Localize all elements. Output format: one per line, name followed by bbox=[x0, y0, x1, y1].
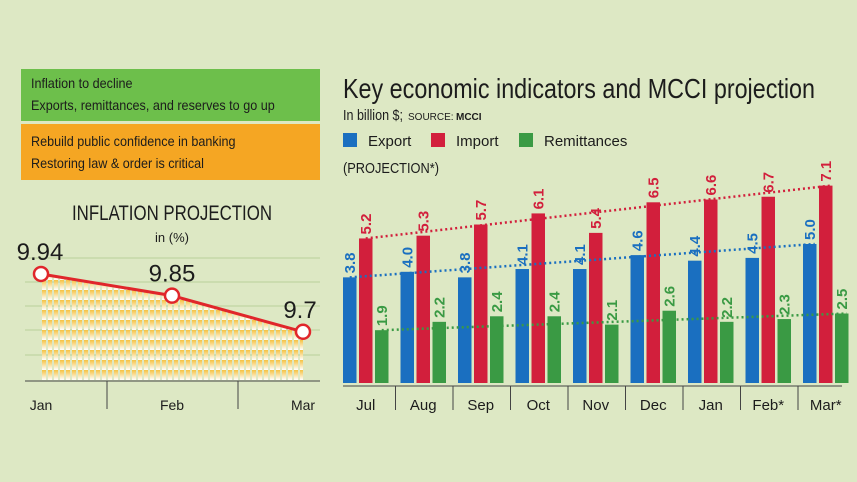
inflation-x-label: Mar bbox=[291, 397, 315, 413]
inflation-value-label: 9.7 bbox=[283, 297, 316, 324]
x-label: Sep bbox=[467, 397, 494, 414]
x-label: Feb* bbox=[752, 397, 784, 414]
inflation-x-label: Jan bbox=[30, 397, 53, 413]
legend-swatch bbox=[519, 133, 533, 147]
projection-note: (PROJECTION*) bbox=[343, 160, 439, 177]
bar-value-label: 4.5 bbox=[744, 233, 761, 254]
bar-value-label: 5.7 bbox=[473, 200, 490, 221]
inflation-point bbox=[32, 265, 50, 283]
bar-value-label: 4.1 bbox=[514, 244, 531, 265]
bar-value-label: 5.3 bbox=[415, 211, 432, 232]
inflation-value-label: 9.85 bbox=[149, 261, 196, 288]
bar-value-label: 2.5 bbox=[834, 289, 851, 310]
legend-label: Import bbox=[456, 133, 499, 150]
inflation-area bbox=[41, 273, 303, 380]
legend-label: Export bbox=[368, 133, 412, 150]
inflation-point bbox=[163, 287, 181, 304]
source-value: MCCI bbox=[456, 112, 482, 123]
x-label: Nov bbox=[582, 397, 609, 414]
legend-swatch bbox=[343, 133, 357, 147]
bar-import bbox=[646, 202, 660, 383]
bar-export bbox=[803, 244, 817, 383]
bar-import bbox=[589, 232, 603, 383]
x-label: Aug bbox=[410, 397, 437, 414]
bar-value-label: 2.4 bbox=[546, 291, 563, 313]
inflation-point bbox=[294, 323, 312, 341]
bar-value-label: 6.7 bbox=[760, 172, 777, 193]
bar-export bbox=[400, 271, 414, 383]
bar-value-label: 2.2 bbox=[719, 297, 736, 318]
bar-value-label: 7.1 bbox=[818, 161, 835, 182]
bar-remittances bbox=[547, 316, 561, 383]
x-label: Dec bbox=[640, 397, 667, 414]
inflation-x-label: Feb bbox=[160, 397, 184, 413]
bar-value-label: 1.9 bbox=[374, 305, 391, 326]
info-line: Restoring law & order is critical bbox=[31, 155, 204, 171]
bar-export bbox=[343, 277, 357, 383]
x-label: Mar* bbox=[810, 397, 842, 414]
bar-import bbox=[359, 238, 373, 383]
x-label: Jul bbox=[356, 397, 375, 414]
bar-value-label: 2.1 bbox=[604, 300, 621, 321]
bar-export bbox=[458, 277, 472, 383]
x-label: Jan bbox=[699, 397, 723, 414]
bar-remittances bbox=[375, 330, 389, 383]
bar-value-label: 2.2 bbox=[431, 297, 448, 318]
info-box-outlook: Inflation to decline Exports, remittance… bbox=[21, 69, 320, 121]
bar-value-label: 5.2 bbox=[358, 214, 375, 235]
info-box-priorities: Rebuild public confidence in banking Res… bbox=[21, 124, 320, 180]
bar-remittances bbox=[720, 321, 734, 383]
legend: Export Import Remittances bbox=[343, 133, 627, 150]
source-label: SOURCE: bbox=[408, 112, 454, 123]
unit-label: In billion $; bbox=[343, 107, 403, 124]
info-line: Rebuild public confidence in banking bbox=[31, 133, 236, 149]
bar-value-label: 6.1 bbox=[530, 189, 547, 210]
bar-remittances bbox=[605, 324, 619, 383]
main-title: Key economic indicators and MCCI project… bbox=[343, 73, 815, 104]
info-line: Exports, remittances, and reserves to go… bbox=[31, 97, 275, 113]
bar-value-label: 3.8 bbox=[342, 253, 359, 274]
bar-remittances bbox=[662, 310, 676, 383]
bar-export bbox=[688, 260, 702, 383]
info-line: Inflation to decline bbox=[31, 75, 133, 91]
bar-export bbox=[573, 269, 587, 383]
bar-import bbox=[474, 224, 488, 383]
bar-import bbox=[531, 213, 545, 383]
bar-remittances bbox=[490, 316, 504, 383]
bar-value-label: 6.6 bbox=[703, 175, 720, 196]
bar-remittances bbox=[835, 313, 849, 383]
bar-remittances bbox=[777, 319, 791, 383]
inflation-title: INFLATION PROJECTION bbox=[72, 202, 272, 225]
bar-remittances bbox=[432, 321, 446, 383]
bar-value-label: 4.0 bbox=[399, 247, 416, 268]
bar-value-label: 4.6 bbox=[629, 230, 646, 251]
bar-import bbox=[761, 196, 775, 383]
inflation-value-label: 9.94 bbox=[17, 239, 64, 266]
bar-export bbox=[745, 257, 759, 383]
inflation-subtitle: in (%) bbox=[155, 230, 189, 245]
bar-value-label: 5.0 bbox=[802, 219, 819, 240]
bar-value-label: 2.4 bbox=[489, 291, 506, 313]
bar-import bbox=[819, 185, 833, 383]
bar-value-label: 2.6 bbox=[661, 286, 678, 307]
legend-swatch bbox=[431, 133, 445, 147]
x-label: Oct bbox=[527, 397, 551, 414]
bar-import bbox=[704, 199, 718, 383]
bar-value-label: 2.3 bbox=[776, 294, 793, 315]
bar-export bbox=[630, 255, 644, 383]
legend-label: Remittances bbox=[544, 133, 627, 150]
bar-import bbox=[416, 235, 430, 383]
bar-value-label: 5.4 bbox=[588, 207, 605, 229]
bar-value-label: 6.5 bbox=[645, 177, 662, 198]
